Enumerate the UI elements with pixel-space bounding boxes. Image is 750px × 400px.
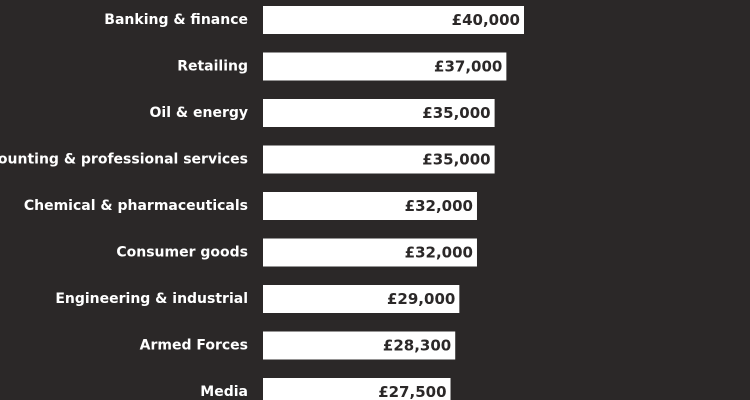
bar-row: Consumer goods £32,000 bbox=[116, 238, 477, 267]
bar bbox=[263, 378, 451, 400]
bar-row: Banking & finance £40,000 bbox=[104, 6, 524, 34]
category-label: Consumer goods bbox=[116, 245, 248, 261]
bar-row: Accounting & professional services £35,00… bbox=[0, 145, 495, 174]
bar bbox=[263, 285, 460, 313]
bar-row: Media £27,500 bbox=[200, 378, 451, 400]
bar bbox=[263, 331, 456, 360]
bar bbox=[263, 238, 477, 267]
value-label: £32,000 bbox=[405, 244, 473, 262]
bar bbox=[263, 52, 507, 81]
category-label: Banking & finance bbox=[104, 12, 248, 28]
bar bbox=[263, 99, 495, 127]
bar-row: Engineering & industrial £29,000 bbox=[55, 285, 460, 313]
bar bbox=[263, 145, 495, 174]
category-label: Retailing bbox=[177, 59, 248, 75]
value-label: £32,000 bbox=[405, 197, 473, 215]
value-label: £28,300 bbox=[383, 337, 451, 355]
bar-row: Chemical & pharmaceuticals £32,000 bbox=[24, 192, 477, 220]
category-label: Accounting & professional services bbox=[0, 152, 248, 168]
category-label: Engineering & industrial bbox=[55, 291, 248, 307]
bar-row: Armed Forces £28,300 bbox=[140, 331, 456, 360]
bar bbox=[263, 192, 477, 220]
category-label: Armed Forces bbox=[140, 338, 248, 354]
value-label: £27,500 bbox=[378, 383, 446, 400]
value-label: £35,000 bbox=[422, 104, 490, 122]
bar-row: Retailing £37,000 bbox=[177, 52, 507, 81]
value-label: £35,000 bbox=[422, 151, 490, 169]
category-label: Chemical & pharmaceuticals bbox=[24, 198, 248, 214]
bar-row: Oil & energy £35,000 bbox=[150, 99, 495, 127]
value-label: £29,000 bbox=[387, 290, 455, 308]
category-label: Media bbox=[200, 384, 248, 400]
value-label: £37,000 bbox=[434, 58, 502, 76]
category-label: Oil & energy bbox=[150, 105, 248, 121]
value-label: £40,000 bbox=[452, 11, 520, 29]
bar bbox=[263, 6, 524, 34]
